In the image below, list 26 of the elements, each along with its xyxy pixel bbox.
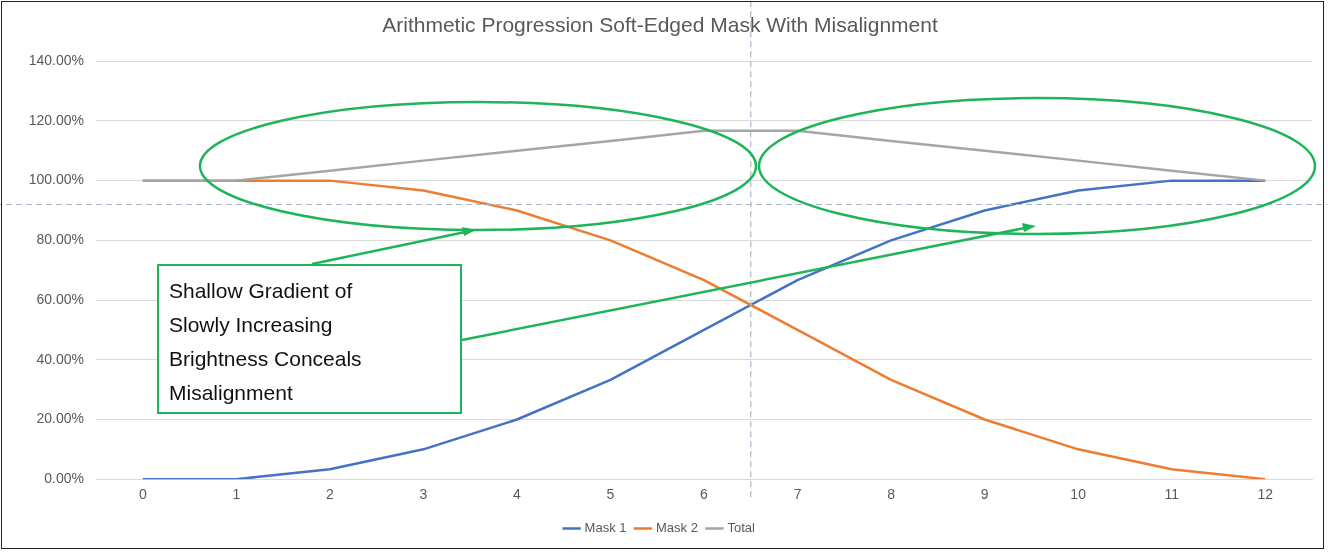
callout-box: Shallow Gradient of Slowly Increasing Brightness Conceals Misalignment bbox=[157, 264, 462, 414]
y-tick-label: 40.00% bbox=[36, 350, 84, 367]
y-tick-label: 120.00% bbox=[28, 111, 84, 128]
x-tick-label: 7 bbox=[793, 486, 802, 503]
x-tick-label: 12 bbox=[1257, 486, 1274, 503]
x-tick-label: 3 bbox=[419, 486, 428, 503]
y-tick-label: 20.00% bbox=[36, 410, 84, 427]
x-tick-label: 6 bbox=[700, 486, 709, 503]
x-tick-label: 0 bbox=[138, 486, 147, 503]
x-tick-label: 1 bbox=[232, 486, 241, 503]
x-tick-label: 10 bbox=[1070, 486, 1087, 503]
x-tick-label: 4 bbox=[513, 486, 522, 503]
x-tick-label: 9 bbox=[980, 486, 989, 503]
x-tick-label: 5 bbox=[606, 486, 615, 503]
y-tick-label: 80.00% bbox=[36, 231, 84, 248]
y-tick-label: 100.00% bbox=[28, 171, 84, 188]
x-tick-label: 11 bbox=[1164, 486, 1180, 503]
x-tick-label: 2 bbox=[325, 486, 334, 503]
y-tick-label: 140.00% bbox=[28, 52, 84, 69]
x-tick-label: 8 bbox=[887, 486, 896, 503]
y-tick-label: 0.00% bbox=[44, 470, 84, 487]
legend-label: Total bbox=[727, 520, 755, 536]
y-tick-label: 60.00% bbox=[36, 290, 84, 307]
legend-label: Mask 1 bbox=[584, 520, 627, 536]
legend-label: Mask 2 bbox=[656, 520, 698, 536]
chart-title: Arithmetic Progression Soft-Edged Mask With Misalignment bbox=[382, 13, 938, 37]
